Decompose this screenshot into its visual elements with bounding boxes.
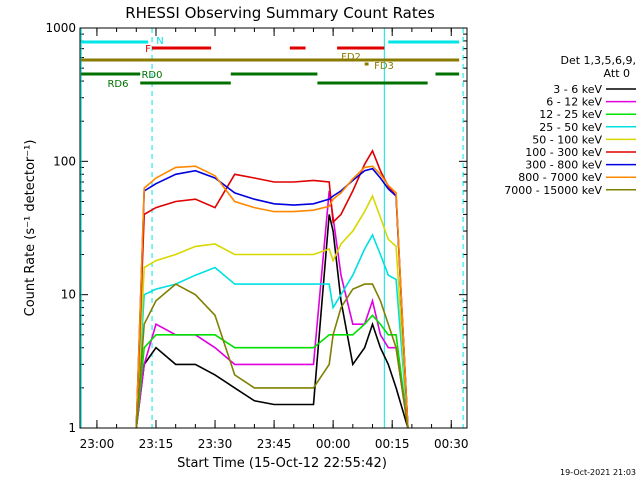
x-axis-label: Start Time (15-Oct-12 22:55:42) <box>177 456 387 471</box>
plot-area <box>80 27 467 429</box>
legend-label-9: 7000 - 15000 keV <box>504 184 602 197</box>
legend-label-4: 25 - 50 keV <box>539 121 602 134</box>
x-tick-label: 23:00 <box>80 437 115 451</box>
series-line-3 <box>135 314 409 429</box>
legend-label-6: 100 - 300 keV <box>525 146 602 159</box>
flag-label-fd2: FD2 <box>341 52 361 63</box>
series-line-5 <box>135 194 409 429</box>
flag-label-rd6: RD6 <box>107 79 128 90</box>
x-tick-label: 23:15 <box>139 437 174 451</box>
legend-title-line2: Att 0 <box>604 67 630 80</box>
y-tick-label: 1 <box>68 421 76 435</box>
legend-label-3: 12 - 25 keV <box>539 108 602 121</box>
flag-label-f: F <box>145 44 151 55</box>
series-line-6 <box>135 148 409 429</box>
footer-date: 19-Oct-2021 21:03 <box>560 468 636 477</box>
y-tick-label: 1000 <box>45 21 76 35</box>
chart-title: RHESSI Observing Summary Count Rates <box>125 4 435 22</box>
series-line-4 <box>135 233 409 429</box>
x-tick-label: 00:30 <box>434 437 469 451</box>
legend-title-line1: Det 1,3,5,6,9, <box>560 54 636 67</box>
flag-label-rd0: RD0 <box>141 70 162 81</box>
flag-label-n: N <box>156 36 163 47</box>
legend-label-2: 6 - 12 keV <box>546 96 602 109</box>
legend-label-1: 3 - 6 keV <box>553 83 602 96</box>
series-line-9 <box>135 283 409 429</box>
y-tick-label: 100 <box>53 154 76 168</box>
y-axis-label: Count Rate (s⁻¹ detector⁻¹) <box>23 140 38 317</box>
flag-label-fd3: FD3 <box>374 61 394 72</box>
y-tick-label: 10 <box>61 288 76 302</box>
x-tick-label: 23:30 <box>198 437 233 451</box>
legend-label-7: 300 - 800 keV <box>525 159 602 172</box>
series-line-1 <box>135 214 409 429</box>
series-line-8 <box>135 165 409 429</box>
x-tick-label: 23:45 <box>257 437 292 451</box>
x-tick-label: 00:15 <box>375 437 410 451</box>
series-line-7 <box>135 167 409 429</box>
x-tick-label: 00:00 <box>316 437 351 451</box>
legend-label-5: 50 - 100 keV <box>532 133 602 146</box>
legend-label-8: 800 - 7000 keV <box>518 171 602 184</box>
plot-frame <box>79 27 468 429</box>
